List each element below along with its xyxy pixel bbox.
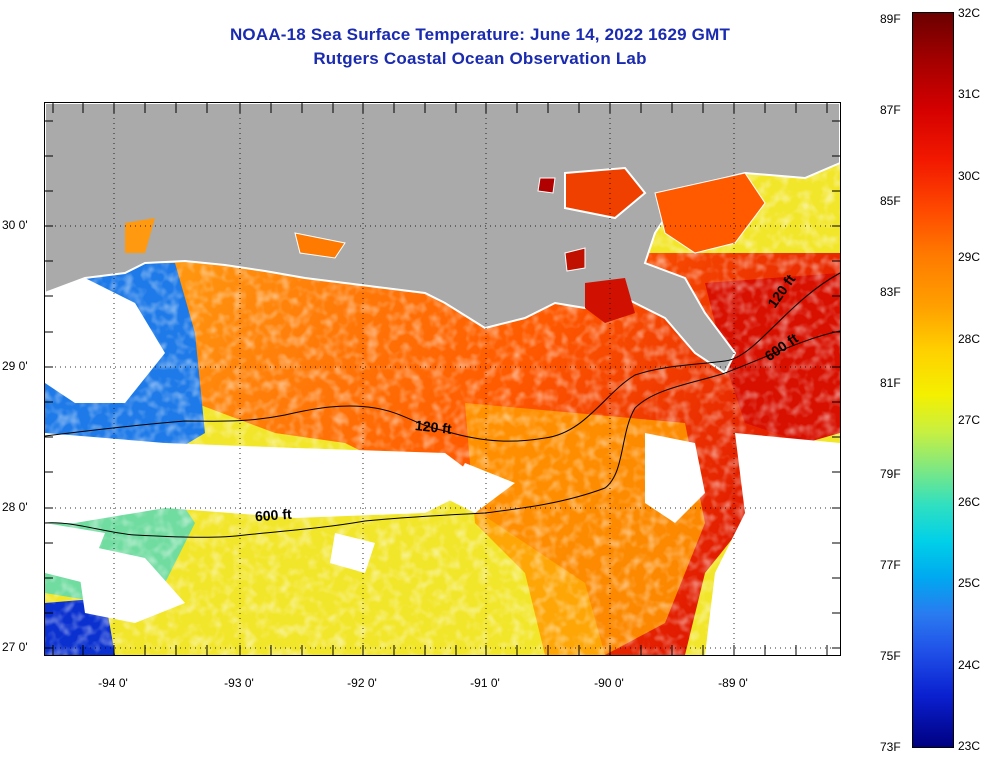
longitude-label: -90 0' bbox=[594, 676, 624, 690]
colorbar-fahrenheit-label: 85F bbox=[880, 194, 901, 208]
colorbar-celsius-label: 25C bbox=[958, 576, 981, 590]
depth-contours bbox=[45, 272, 840, 538]
barataria-bay bbox=[585, 278, 635, 323]
colorbar-fahrenheit-label: 75F bbox=[880, 649, 901, 663]
colorbar-celsius-label: 29C bbox=[958, 250, 981, 264]
latitude-label: 27 0' bbox=[2, 640, 28, 654]
colorbar-celsius-label: 28C bbox=[958, 332, 981, 346]
bay-inlet-mid bbox=[294, 232, 346, 259]
longitude-label: -89 0' bbox=[718, 676, 748, 690]
longitude-label: -93 0' bbox=[224, 676, 254, 690]
latitude-label: 29 0' bbox=[2, 359, 28, 373]
colorbar-fahrenheit-label: 79F bbox=[880, 467, 901, 481]
longitude-label: -94 0' bbox=[98, 676, 128, 690]
delta-marsh bbox=[654, 172, 766, 254]
bay-inlet-west bbox=[125, 218, 155, 253]
colorbar-fahrenheit-label: 87F bbox=[880, 103, 901, 117]
colorbar-celsius-label: 30C bbox=[958, 169, 981, 183]
longitude-label: -92 0' bbox=[347, 676, 377, 690]
colorbar-celsius-label: 31C bbox=[958, 87, 981, 101]
map-subtitle: Rutgers Coastal Ocean Observation Lab bbox=[313, 49, 647, 68]
latitude-label: 30 0' bbox=[2, 218, 28, 232]
temperature-colorbar bbox=[912, 12, 954, 748]
latitude-label: 28 0' bbox=[2, 500, 28, 514]
sst-map-canvas bbox=[45, 103, 840, 655]
colorbar-fahrenheit-label: 89F bbox=[880, 12, 901, 26]
colorbar-celsius-label: 24C bbox=[958, 658, 981, 672]
colorbar-fahrenheit-label: 73F bbox=[880, 740, 901, 754]
colorbar-celsius-label: 26C bbox=[958, 495, 981, 509]
frame-ticks bbox=[45, 103, 840, 655]
colorbar-celsius-label: 23C bbox=[958, 739, 981, 753]
lake-borgne bbox=[564, 247, 586, 272]
map-title: NOAA-18 Sea Surface Temperature: June 14… bbox=[229, 25, 731, 44]
longitude-label: -91 0' bbox=[470, 676, 500, 690]
colorbar-fahrenheit-label: 83F bbox=[880, 285, 901, 299]
colorbar-fahrenheit-label: 81F bbox=[880, 376, 901, 390]
colorbar-fahrenheit-label: 77F bbox=[880, 558, 901, 572]
lake-small bbox=[537, 177, 556, 194]
lake-pontchartrain bbox=[564, 166, 647, 220]
colorbar-celsius-label: 32C bbox=[958, 6, 981, 20]
sst-map: 120 ft 600 ft 120 ft 600 ft bbox=[44, 102, 841, 656]
graticule bbox=[45, 103, 840, 655]
colorbar-celsius-label: 27C bbox=[958, 413, 981, 427]
contour-label-600ft-west: 600 ft bbox=[254, 505, 293, 525]
